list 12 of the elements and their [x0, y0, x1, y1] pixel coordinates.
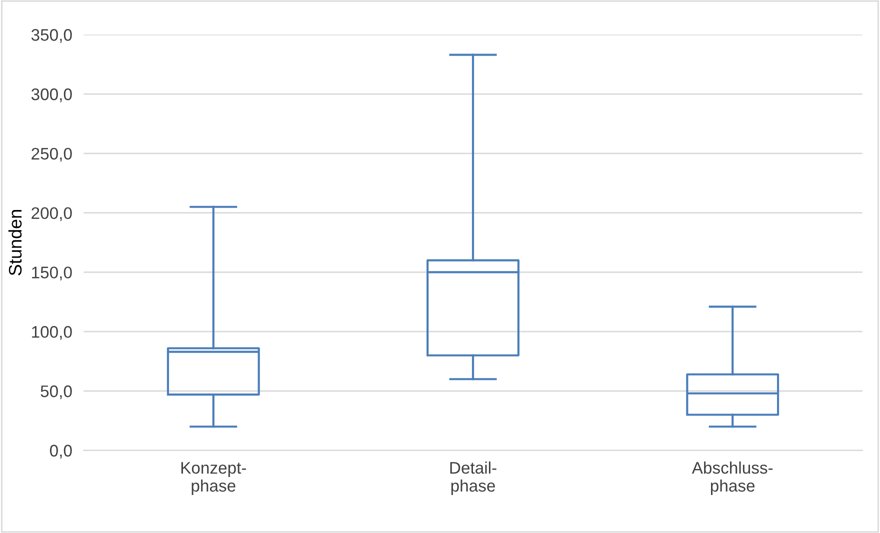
y-tick-label: 300,0	[31, 88, 72, 102]
y-tick-label: 150,0	[32, 266, 72, 280]
y-tick-label: 100,0	[32, 326, 72, 340]
x-tick-label: Konzept- phase	[181, 462, 246, 495]
x-tick-label: Detail- phase	[450, 461, 496, 495]
y-tick-label: 50,0	[40, 385, 72, 400]
y-tick-label: 250,0	[32, 148, 72, 162]
y-tick-label: 200,0	[32, 207, 72, 221]
y-tick-label: 0,0	[50, 444, 72, 459]
y-tick-label: 350,0	[31, 29, 72, 43]
y-axis-title: Stunden	[8, 210, 22, 276]
x-tick-label: Abschluss- phase	[692, 461, 773, 495]
